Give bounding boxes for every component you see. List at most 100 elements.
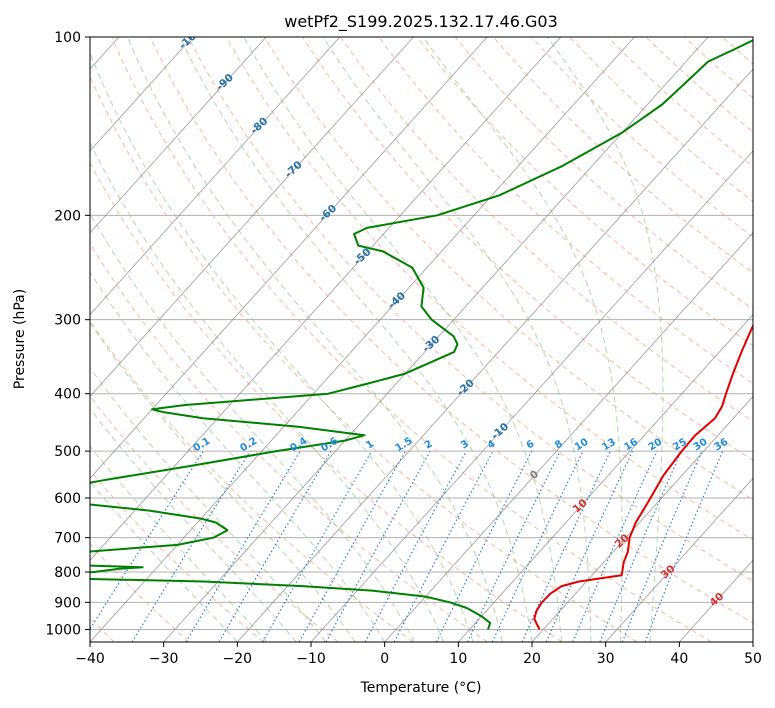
mixing-ratio-line: [467, 450, 561, 642]
x-tick-label: 0: [380, 651, 389, 667]
moist-adiabat: [90, 367, 327, 642]
dry-adiabat: [645, 37, 753, 133]
dry-adiabat: [416, 37, 753, 347]
mixing-ratio-line: [185, 450, 301, 642]
moist-adiabat: [322, 37, 592, 642]
isotherm: [90, 37, 488, 479]
y-tick-label: 1000: [45, 622, 81, 638]
isotherm: [90, 37, 562, 561]
y-tick-label: 600: [54, 491, 81, 507]
y-tick-label: 500: [54, 444, 81, 460]
mixing-ratio-line: [435, 450, 533, 642]
chart-title: wetPf2_S199.2025.132.17.46.G03: [284, 12, 558, 32]
y-tick-label: 300: [54, 313, 81, 329]
moist-adiabat: [422, 37, 623, 642]
isotherm: [752, 641, 753, 642]
dry-adiabat: [493, 37, 753, 274]
moist-adiabat: [243, 37, 562, 642]
moist-adiabat: [90, 51, 474, 642]
dry-adiabat: [340, 37, 753, 423]
moist-adiabat: [546, 37, 664, 642]
plot-frame: [89, 36, 754, 643]
dry-adiabat: [225, 37, 753, 541]
mixing-ratio-line: [545, 450, 633, 642]
dry-adiabat: [187, 37, 753, 582]
dry-adiabat: [90, 395, 339, 642]
x-tick-label: 20: [523, 651, 541, 667]
dry-adiabat: [454, 37, 753, 310]
isotherm: [90, 37, 267, 234]
moist-adiabat: [90, 141, 445, 642]
dry-adiabat: [378, 37, 753, 384]
mixing-ratio-label: 8: [553, 438, 565, 451]
dry-adiabat: [761, 37, 775, 642]
moist-adiabat: [90, 481, 238, 642]
x-tick-label: −30: [149, 651, 179, 667]
isotherm: [163, 37, 709, 642]
x-tick-label: 40: [670, 651, 688, 667]
isotherm: [678, 559, 753, 642]
mixing-ratio-label: 3: [459, 438, 471, 451]
x-tick-label: 50: [744, 651, 762, 667]
y-axis-label: Pressure (hPa): [12, 289, 28, 389]
mixing-ratio-label: 6: [525, 438, 537, 451]
mixing-ratio-label: 1: [364, 438, 376, 451]
x-axis-label: Temperature (°C): [360, 680, 482, 696]
dry-adiabat: [531, 37, 753, 238]
dry-adiabat: [90, 161, 563, 642]
isotherm: [457, 313, 753, 642]
isotherm: [90, 37, 193, 152]
y-tick-label: 700: [54, 531, 81, 547]
mixing-ratio-line: [325, 450, 431, 642]
mixing-ratio-line: [364, 450, 467, 642]
moist-adiabat: [179, 37, 533, 642]
isotherm: [90, 37, 635, 642]
x-tick-label: −20: [223, 651, 253, 667]
dry-adiabat: [569, 37, 753, 203]
temperature-profile-line: [533, 323, 753, 630]
isotherm: [310, 150, 753, 642]
moist-adiabat: [90, 322, 356, 642]
dry-adiabat: [90, 469, 264, 642]
mixing-ratio-line: [599, 450, 682, 642]
mixing-ratio-line: [621, 450, 703, 642]
isotherm: [90, 37, 414, 398]
isotherm: [605, 477, 753, 642]
x-tick-label: −40: [75, 651, 105, 667]
isotherm-label: -100: [177, 26, 205, 53]
mixing-ratio-label: 4: [486, 438, 498, 451]
dry-adiabat: [607, 37, 753, 168]
moist-adiabat: [90, 407, 297, 642]
moist-adiabat: [126, 37, 503, 642]
mixing-ratio-line: [298, 450, 406, 642]
y-tick-label: 900: [54, 595, 81, 611]
mixing-ratio-line: [131, 450, 251, 642]
mixing-ratio-line: [90, 450, 204, 630]
x-tick-label: 10: [449, 651, 467, 667]
dry-adiabat: [90, 242, 488, 642]
dry-adiabat: [264, 37, 753, 501]
isotherm: [90, 37, 341, 316]
mixing-ratio-line: [644, 450, 724, 642]
y-tick-label: 400: [54, 387, 81, 403]
mixing-ratio-line: [262, 450, 373, 642]
mixing-ratio-label: 2: [423, 438, 435, 451]
moist-adiabat: [90, 271, 386, 642]
isotherm: [384, 232, 753, 642]
isotherm: [236, 68, 753, 642]
isotherm: [531, 395, 753, 642]
y-tick-label: 100: [54, 30, 81, 46]
x-tick-label: −10: [296, 651, 326, 667]
mixing-ratio-line: [572, 450, 658, 642]
dry-adiabat: [683, 37, 753, 99]
dry-adiabat: [90, 75, 638, 642]
dry-adiabat: [90, 320, 414, 642]
dry-adiabat: [111, 37, 712, 642]
dewpoint-profile-line: [90, 39, 753, 630]
y-tick-label: 200: [54, 208, 81, 224]
y-tick-label: 800: [54, 565, 81, 581]
dry-adiabat: [149, 37, 753, 624]
x-tick-label: 30: [597, 651, 615, 667]
moist-adiabat: [90, 445, 268, 642]
